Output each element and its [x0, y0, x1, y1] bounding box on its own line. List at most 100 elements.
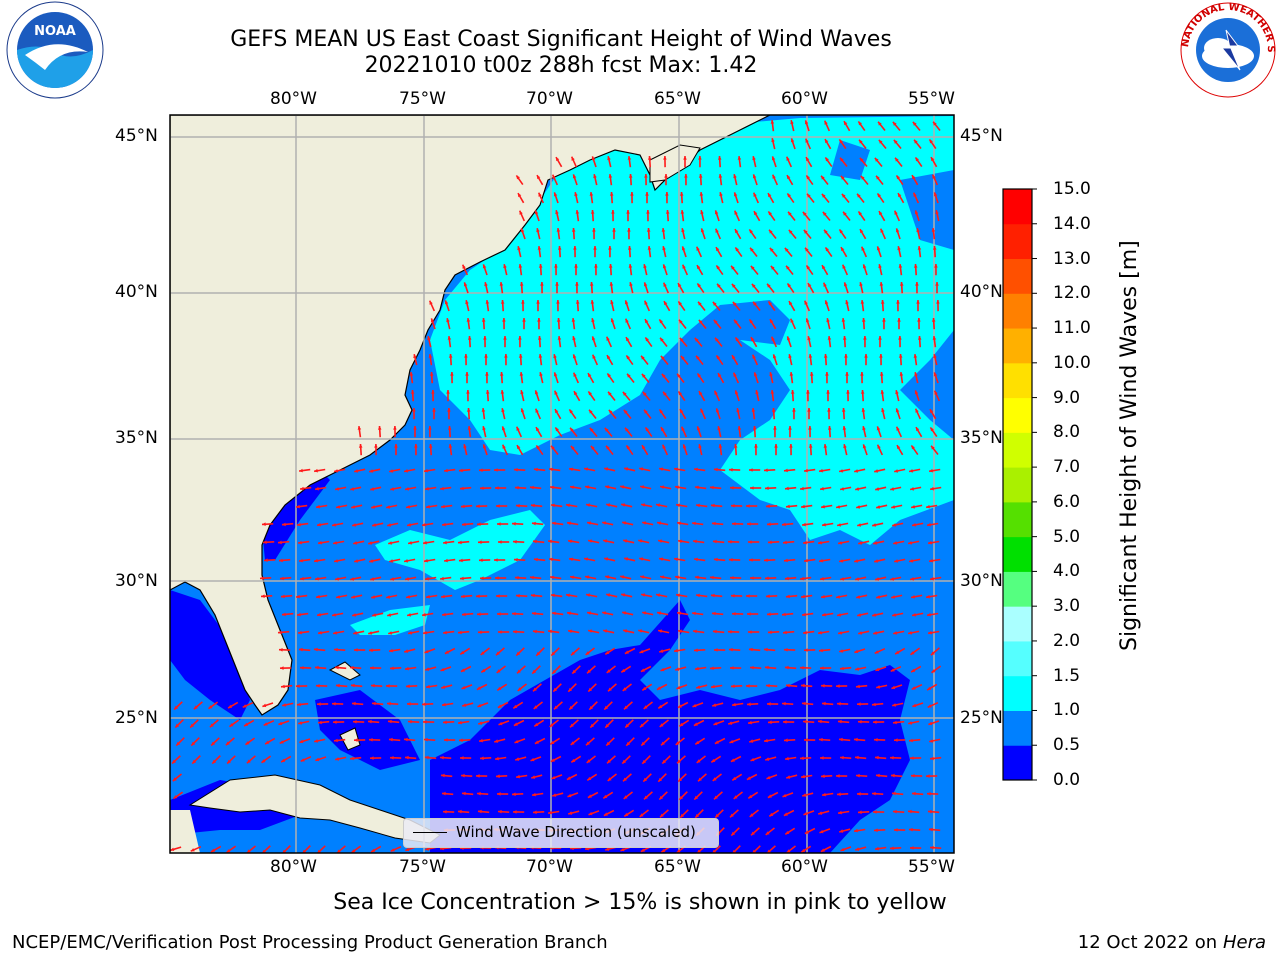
chart-subtitle: 20221010 t00z 288h fcst Max: 1.42: [364, 53, 758, 78]
wave-direction-arrowhead: [462, 522, 466, 527]
wave-direction-arrowhead: [423, 720, 427, 724]
wave-direction-arrowhead: [625, 318, 629, 323]
wave-direction-arrowhead: [733, 795, 738, 799]
wave-direction-arrowhead: [589, 427, 594, 432]
wave-direction-arrowhead: [787, 283, 791, 288]
wave-direction-arrowhead: [927, 792, 931, 796]
wave-direction-arrowhead: [877, 193, 881, 198]
wave-direction-arrowhead: [514, 739, 519, 744]
wave-direction-arrowhead: [354, 469, 358, 473]
wave-direction-arrowhead: [747, 612, 751, 616]
wave-direction-arrowhead: [800, 666, 804, 670]
wave-direction-arrowhead: [909, 469, 913, 473]
wave-direction-arrowhead: [854, 559, 858, 563]
wave-direction-arrowhead: [679, 337, 684, 342]
wave-direction-arrowhead: [639, 813, 644, 817]
wave-direction-arrowhead: [458, 720, 462, 725]
wave-direction-arrowhead: [466, 318, 471, 322]
wave-direction-arrowhead: [821, 594, 825, 599]
wave-direction-arrowhead: [821, 684, 825, 688]
wave-direction-arrowhead: [802, 612, 806, 617]
wave-direction-arrowhead: [316, 594, 320, 599]
wave-direction-arrowhead: [821, 193, 826, 198]
wave-direction-arrowhead: [630, 192, 634, 196]
wave-direction-arrowhead: [479, 738, 483, 743]
wave-direction-arrowhead: [771, 156, 776, 161]
wave-direction-arrowhead: [624, 705, 628, 710]
wave-direction-arrowhead: [716, 355, 720, 360]
wave-direction-arrowhead: [642, 611, 646, 615]
wave-direction-arrowhead: [698, 777, 702, 782]
wave-direction-arrowhead: [859, 139, 863, 144]
wave-direction-arrowhead: [587, 611, 591, 615]
wave-direction-arrowhead: [711, 503, 715, 508]
wave-direction-arrowhead: [645, 337, 649, 342]
wave-direction-arrowhead: [264, 558, 268, 562]
colorbar-swatch: [1003, 675, 1032, 711]
wave-direction-arrowhead: [909, 827, 913, 832]
wave-direction-arrowhead: [715, 228, 719, 233]
wave-direction-arrowhead: [484, 354, 488, 358]
wave-direction-arrowhead: [389, 737, 393, 742]
wave-direction-arrowhead: [822, 211, 827, 216]
wave-direction-arrowhead: [566, 503, 570, 508]
wave-direction-arrowhead: [424, 558, 428, 563]
wave-direction-arrowhead: [461, 773, 465, 778]
wave-direction-arrowhead: [734, 210, 738, 215]
wave-direction-arrowhead: [929, 139, 933, 144]
wave-direction-arrowhead: [621, 503, 625, 507]
wave-direction-arrowhead: [782, 701, 786, 706]
wave-direction-arrowhead: [876, 175, 880, 180]
wave-direction-arrowhead: [440, 576, 444, 581]
wave-direction-arrowhead: [693, 629, 697, 634]
wave-direction-arrowhead: [494, 468, 498, 472]
wave-direction-arrowhead: [642, 759, 647, 764]
wave-direction-arrowhead: [518, 193, 522, 198]
wave-direction-arrowhead: [603, 812, 608, 816]
wave-direction-arrowhead: [609, 192, 614, 196]
wave-direction-arrowhead: [892, 613, 896, 617]
wave-direction-arrowhead: [802, 793, 807, 797]
wave-direction-arrowhead: [512, 792, 516, 797]
wave-direction-arrowhead: [413, 354, 417, 359]
wave-direction-arrowhead: [441, 685, 446, 689]
wave-direction-arrowhead: [662, 246, 666, 251]
wave-direction-arrowhead: [229, 723, 234, 727]
wave-direction-arrowhead: [549, 723, 554, 727]
wave-direction-arrowhead: [606, 593, 610, 597]
wave-direction-arrowhead: [387, 701, 391, 706]
wave-direction-arrowhead: [803, 229, 808, 234]
wave-direction-arrowhead: [894, 469, 898, 473]
wave-direction-arrowhead: [928, 540, 932, 545]
wave-direction-arrowhead: [911, 595, 915, 599]
wave-direction-arrowhead: [731, 684, 735, 689]
wave-direction-arrowhead: [818, 540, 822, 545]
wave-direction-arrowhead: [857, 613, 861, 617]
wave-direction-arrowhead: [916, 300, 920, 304]
wave-direction-arrowhead: [556, 300, 560, 304]
wave-direction-arrowhead: [675, 741, 680, 745]
wave-direction-arrowhead: [731, 265, 735, 270]
wave-direction-arrowhead: [855, 755, 859, 760]
wave-direction-arrowhead: [502, 444, 506, 449]
wave-direction-arrowhead: [372, 523, 376, 527]
wave-direction-arrowhead: [586, 503, 590, 507]
wave-direction-arrowhead: [755, 390, 759, 395]
wave-direction-arrowhead: [606, 336, 610, 341]
wave-direction-arrowhead: [432, 408, 436, 412]
wave-direction-arrowhead: [752, 849, 757, 853]
wave-direction-arrowhead: [764, 468, 768, 472]
wave-direction-arrowhead: [622, 521, 626, 525]
wave-direction-arrowhead: [627, 156, 632, 160]
wave-direction-arrowhead: [712, 521, 716, 526]
wave-direction-arrowhead: [476, 594, 480, 598]
wave-direction-arrowhead: [463, 282, 468, 287]
wave-direction-arrowhead: [537, 336, 542, 340]
wave-direction-arrowhead: [821, 175, 825, 180]
wave-direction-arrowhead: [735, 247, 739, 252]
footer-credit: NCEP/EMC/Verification Post Processing Pr…: [12, 932, 608, 953]
wave-direction-arrowhead: [604, 427, 609, 432]
wave-direction-arrowhead: [730, 813, 734, 818]
wave-direction-arrowhead: [263, 540, 267, 544]
wave-direction-arrowhead: [641, 355, 645, 360]
